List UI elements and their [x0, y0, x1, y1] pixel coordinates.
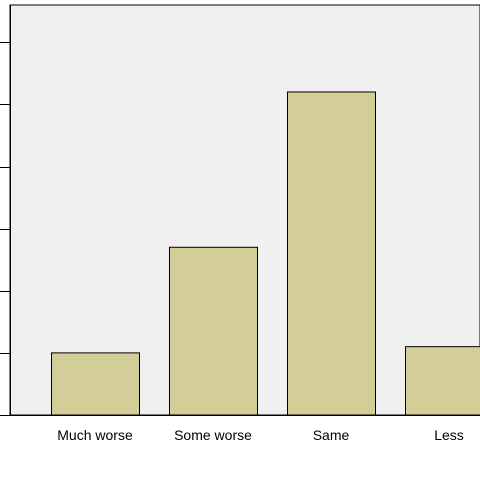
- bar-less: [405, 346, 480, 416]
- y-axis-ticks: [0, 42, 10, 416]
- x-tick-label-some-worse: Some worse: [174, 427, 252, 443]
- x-tick-label-much-worse: Much worse: [57, 427, 133, 443]
- bar-same: [287, 91, 376, 416]
- x-tick-label-same: Same: [313, 427, 350, 443]
- x-tick-label-less: Less: [434, 427, 464, 443]
- bar-some-worse: [169, 246, 258, 416]
- bar-much-worse: [51, 352, 140, 416]
- x-axis-tick-labels: Much worse Some worse Same Less: [57, 427, 464, 443]
- bars: [51, 91, 480, 416]
